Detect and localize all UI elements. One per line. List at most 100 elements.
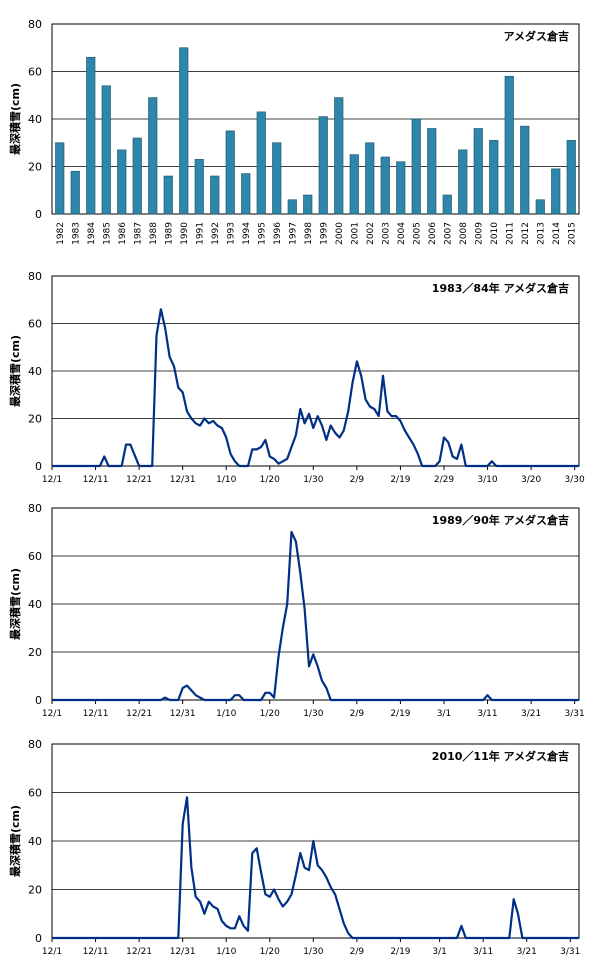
y-tick-label: 80 (28, 738, 42, 751)
y-tick-label: 20 (28, 413, 42, 426)
bar-1994 (241, 173, 251, 215)
bar-2012 (520, 125, 530, 215)
x-tick-label: 3/30 (565, 475, 585, 485)
y-tick-label: 20 (28, 646, 42, 659)
bar-1995 (256, 111, 266, 215)
x-tick-label: 12/31 (170, 709, 196, 719)
bar-2003 (380, 156, 390, 215)
bar-2013 (535, 199, 545, 215)
season-1989-90-chart: 0 20 40 60 80 最深積雪(cm) 1989／90年 アメダス倉吉 12/1 12/1… (0, 496, 600, 732)
x-tick-label: 1989 (164, 222, 174, 245)
annual-max-snow-svg: 0 20 40 60 80 最深積雪(cm) アメダス倉吉 1982 1983 1984 1985 1… (8, 18, 580, 245)
x-tick-label: 2/29 (434, 475, 454, 485)
x-tick-label: 12/21 (126, 475, 152, 485)
chart-title: 2010／11年 アメダス倉吉 (432, 749, 569, 763)
x-tick-label: 1997 (288, 222, 298, 245)
x-tick-label: 1991 (195, 222, 205, 245)
x-tick-label: 1/10 (216, 709, 236, 719)
x-tick-label: 2015 (567, 222, 577, 245)
x-tick-label: 1993 (226, 222, 236, 245)
y-tick-label: 40 (28, 365, 42, 378)
x-tick-label: 12/1 (42, 475, 62, 485)
x-tick-label: 2008 (459, 222, 469, 245)
annual-max-snow-chart: 0 20 40 60 80 最深積雪(cm) アメダス倉吉 1982 1983 1984 1985 1… (0, 0, 600, 248)
x-tick-label: 2010 (490, 222, 500, 245)
x-tick-label: 3/31 (565, 709, 585, 719)
bar-1989 (163, 175, 173, 215)
x-tick-label: 2/9 (350, 475, 365, 485)
y-tick-label: 0 (35, 208, 42, 221)
y-tick-label: 0 (35, 932, 42, 945)
y-axis-title: 最深積雪(cm) (8, 335, 22, 407)
x-tick-label: 2/9 (350, 947, 365, 957)
x-tick-label: 2000 (335, 222, 345, 245)
x-tick-label: 2011 (505, 222, 515, 245)
bar-2005 (411, 118, 421, 215)
bar-1987 (132, 137, 142, 215)
x-tick-label: 12/31 (170, 947, 196, 957)
x-tick-label: 12/11 (83, 709, 109, 719)
x-tick-label: 2003 (381, 222, 391, 245)
bar-1997 (287, 199, 297, 215)
bar-1999 (318, 116, 328, 215)
x-tick-label: 1996 (273, 222, 283, 245)
x-tick-label: 1990 (180, 222, 190, 245)
chart-title: 1989／90年 アメダス倉吉 (432, 513, 569, 527)
y-axis-title: 最深積雪(cm) (8, 568, 22, 640)
y-tick-label: 60 (28, 550, 42, 563)
bar-2007 (442, 194, 452, 215)
bar-1993 (225, 130, 235, 215)
y-tick-label: 80 (28, 270, 42, 283)
season-2010-11-chart: 0 20 40 60 80 最深積雪(cm) 2010／11年 アメダス倉吉 12/1 12/1… (0, 732, 600, 974)
x-tick-label: 1999 (319, 222, 329, 245)
x-tick-label: 12/11 (83, 947, 109, 957)
x-tick-label: 2009 (474, 222, 484, 245)
y-tick-label: 40 (28, 113, 42, 126)
bar-1984 (86, 56, 96, 215)
x-tick-label: 2006 (428, 222, 438, 245)
bar-1986 (117, 149, 127, 215)
x-tick-label: 3/11 (477, 709, 497, 719)
x-tick-label: 1/30 (303, 475, 323, 485)
x-tick-label: 2012 (521, 222, 531, 245)
y-axis-title: 最深積雪(cm) (8, 83, 22, 155)
x-tick-label: 3/11 (473, 947, 493, 957)
bar-2001 (349, 154, 359, 215)
y-tick-label: 40 (28, 598, 42, 611)
bar-2000 (334, 97, 344, 215)
x-tick-label: 3/21 (517, 947, 537, 957)
y-tick-label: 60 (28, 318, 42, 331)
x-tick-label: 2/19 (390, 947, 410, 957)
x-tick-label: 2/19 (390, 709, 410, 719)
y-tick-label: 40 (28, 835, 42, 848)
x-tick-label: 12/1 (42, 947, 62, 957)
bar-2009 (473, 128, 483, 215)
bar-1998 (303, 194, 313, 215)
x-tick-label: 2013 (536, 222, 546, 245)
x-tick-label: 12/21 (126, 709, 152, 719)
x-tick-label: 1987 (133, 222, 143, 245)
x-tick-label: 1/20 (260, 709, 280, 719)
bar-2011 (504, 75, 514, 215)
x-tick-label: 1/30 (303, 947, 323, 957)
bar-2004 (396, 161, 406, 215)
x-tick-label: 1/10 (216, 947, 236, 957)
bar-2002 (365, 142, 375, 215)
x-tick-label: 3/21 (521, 709, 541, 719)
x-tick-label: 3/1 (437, 709, 451, 719)
bar-2006 (427, 128, 437, 215)
bar-2008 (458, 149, 468, 215)
bar-1982 (55, 142, 65, 215)
x-tick-label: 1992 (211, 222, 221, 245)
x-tick-label: 2001 (350, 222, 360, 245)
y-tick-label: 20 (28, 161, 42, 174)
bar-2014 (551, 168, 561, 215)
snow-depth-line (52, 530, 579, 702)
x-tick-label: 3/31 (560, 947, 580, 957)
x-tick-label: 2007 (443, 222, 453, 245)
bar-1996 (272, 142, 282, 215)
y-tick-label: 80 (28, 502, 42, 515)
bar-2015 (566, 140, 576, 215)
